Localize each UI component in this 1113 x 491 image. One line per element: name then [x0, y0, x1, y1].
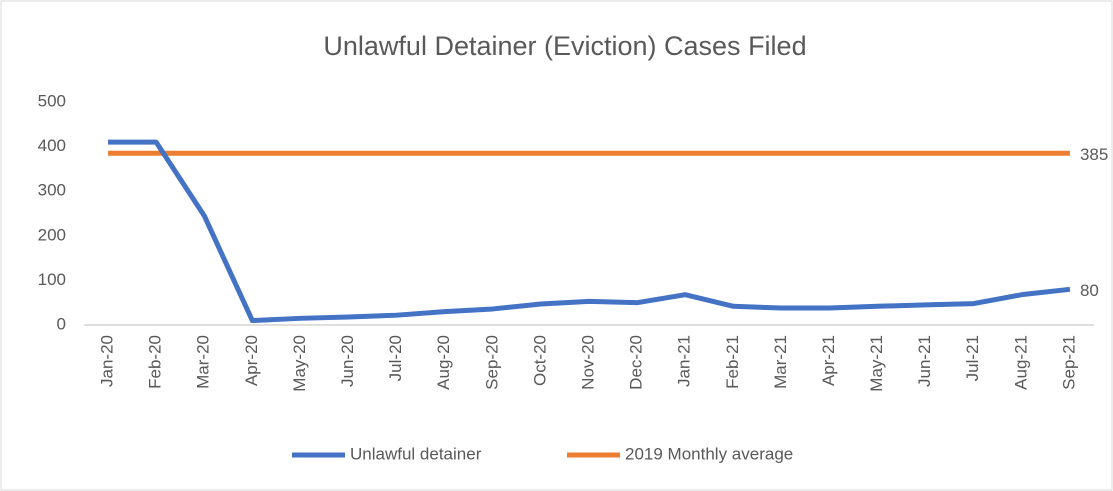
x-tick-label: May-20: [290, 335, 309, 392]
legend-label: 2019 Monthly average: [625, 444, 793, 463]
y-tick-label: 500: [38, 91, 66, 110]
y-tick-label: 400: [38, 136, 66, 155]
x-tick-label: Sep-20: [482, 335, 501, 390]
legend-label: Unlawful detainer: [350, 444, 482, 463]
series-line: [108, 139, 1071, 324]
chart-title: Unlawful Detainer (Eviction) Cases Filed: [323, 31, 806, 61]
data-label: 385: [1080, 145, 1108, 164]
x-tick-label: Dec-20: [627, 335, 646, 390]
y-tick-label: 300: [38, 181, 66, 200]
x-tick-label: Oct-20: [530, 335, 549, 386]
y-tick-label: 100: [38, 270, 66, 289]
y-tick-label: 0: [57, 314, 66, 333]
x-tick-label: Mar-21: [771, 335, 790, 389]
x-tick-label: Feb-20: [146, 335, 165, 389]
data-label: 80: [1080, 281, 1099, 300]
x-tick-label: Jan-20: [98, 335, 117, 387]
x-tick-label: Feb-21: [723, 335, 742, 389]
x-tick-label: Sep-21: [1059, 335, 1078, 390]
x-tick-label: May-21: [867, 335, 886, 392]
x-tick-label: Apr-21: [819, 335, 838, 386]
x-tick-label: Apr-20: [242, 335, 261, 386]
y-tick-label: 200: [38, 225, 66, 244]
x-tick-label: Jun-21: [915, 335, 934, 387]
x-tick-label: Jul-21: [963, 335, 982, 381]
x-tick-label: Mar-20: [194, 335, 213, 389]
x-tick-label: Jan-21: [675, 335, 694, 387]
x-tick-label: Aug-21: [1011, 335, 1030, 390]
x-tick-label: Nov-20: [578, 335, 597, 390]
x-tick-label: Aug-20: [434, 335, 453, 390]
x-tick-label: Jun-20: [338, 335, 357, 387]
x-tick-label: Jul-20: [386, 335, 405, 381]
